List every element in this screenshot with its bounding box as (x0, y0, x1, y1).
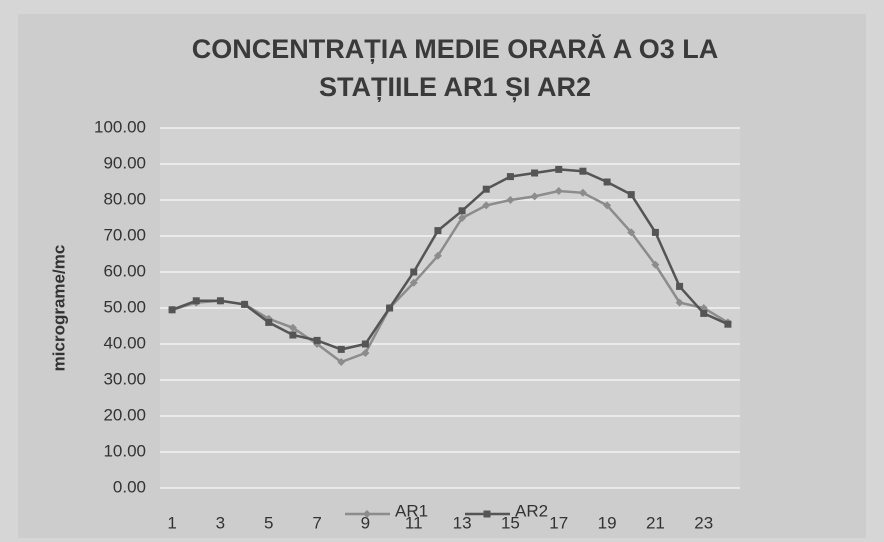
data-point (192, 297, 200, 305)
data-point (386, 304, 394, 312)
legend-label: AR1 (395, 501, 428, 520)
data-point (289, 331, 297, 339)
data-point (168, 306, 176, 314)
data-point (700, 309, 708, 317)
x-tick-label: 21 (646, 513, 665, 532)
x-tick-label: 11 (405, 513, 423, 532)
x-tick-label: 19 (598, 513, 617, 532)
data-point (458, 207, 466, 215)
data-point (458, 214, 467, 222)
data-point (288, 323, 297, 332)
data-point (676, 282, 684, 290)
x-tick-label: 15 (501, 513, 520, 532)
legend-label: AR2 (515, 501, 548, 520)
y-tick-label: 90.00 (103, 153, 146, 172)
data-point (433, 251, 442, 260)
data-point (603, 178, 611, 186)
series-line (171, 168, 729, 351)
y-tick-label: 60.00 (103, 261, 146, 280)
y-tick-label: 20.00 (103, 405, 146, 424)
data-point (410, 268, 418, 276)
data-point (434, 227, 442, 235)
data-point (724, 320, 732, 328)
y-tick-label: 40.00 (103, 333, 146, 352)
legend-marker (483, 510, 491, 518)
x-tick-label: 9 (361, 513, 370, 532)
data-point (627, 191, 635, 199)
data-point (241, 300, 249, 308)
data-point (482, 201, 491, 210)
chart-title: CONCENTRAȚIA MEDIE ORARĂ A O3 LA STAȚIIL… (191, 34, 719, 102)
data-point (554, 187, 563, 195)
x-tick-label: 5 (264, 513, 273, 532)
data-point (531, 169, 539, 177)
y-tick-label: 100.00 (94, 117, 146, 136)
data-point (603, 201, 612, 210)
data-point (578, 188, 587, 197)
data-point (579, 167, 587, 175)
y-tick-label: 30.00 (103, 369, 146, 388)
data-point (409, 278, 418, 287)
data-point (651, 228, 659, 236)
legend-marker (363, 510, 371, 518)
y-tick-label: 0.00 (113, 477, 146, 496)
data-point (530, 192, 539, 201)
x-tick-label: 7 (312, 513, 321, 532)
data-point (555, 165, 563, 173)
data-point (313, 336, 321, 344)
data-point (482, 185, 490, 193)
data-point (506, 196, 515, 204)
y-tick-label: 80.00 (103, 189, 146, 208)
y-tick-label: 70.00 (103, 225, 146, 244)
data-point (675, 298, 684, 307)
data-point (627, 228, 636, 237)
x-tick-label: 1 (167, 513, 176, 532)
data-point (216, 297, 224, 305)
y-tick-label: 10.00 (103, 441, 146, 460)
data-point (651, 260, 660, 269)
x-tick-label: 3 (216, 513, 225, 532)
data-point (337, 345, 345, 353)
data-point (361, 340, 369, 348)
y-axis-label: micrograme/mc (49, 245, 68, 372)
data-point (265, 318, 273, 326)
data-point (361, 349, 370, 357)
x-tick-label: 17 (549, 513, 568, 532)
data-point (506, 173, 514, 181)
y-tick-label: 50.00 (103, 297, 146, 316)
x-tick-label: 23 (694, 513, 713, 532)
data-point (337, 358, 346, 366)
x-tick-label: 13 (453, 513, 472, 532)
series-line (171, 189, 729, 364)
